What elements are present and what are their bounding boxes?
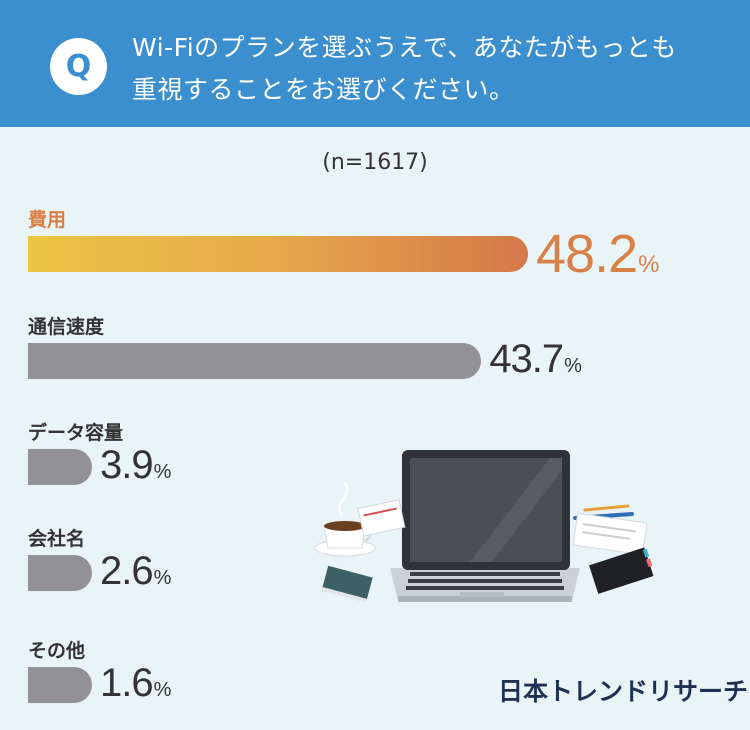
percent-sign: % <box>153 567 172 589</box>
steam <box>337 481 349 517</box>
value-label: 3.9% <box>100 443 171 488</box>
value-number: 1.6 <box>100 661 154 705</box>
bar <box>28 555 92 591</box>
value-label: 2.6% <box>100 549 171 594</box>
bar <box>28 236 528 272</box>
category-label: 費用 <box>28 209 67 231</box>
question-line-1: Wi-Fiのプランを選ぶうえで、あなたがもっとも <box>132 33 677 62</box>
laptop-desk-illustration <box>314 450 654 603</box>
small-book <box>321 565 373 603</box>
laptop-base-edge <box>398 596 572 602</box>
bar <box>28 667 92 703</box>
bar <box>28 343 482 379</box>
coffee <box>324 521 366 531</box>
category-label: その他 <box>28 640 86 662</box>
q-badge: Q <box>50 38 107 95</box>
value-number: 43.7 <box>489 337 564 381</box>
keyboard <box>406 572 564 590</box>
screen-glare <box>470 458 562 562</box>
percent-sign: % <box>564 355 582 377</box>
category-label: 会社名 <box>28 528 86 550</box>
question-line-2: 重視することをお選びください。 <box>132 75 515 104</box>
category-label: データ容量 <box>28 422 124 444</box>
value-label: 48.2% <box>536 223 659 285</box>
notepad-left <box>357 499 406 537</box>
bar <box>28 449 92 485</box>
pencil <box>583 504 630 512</box>
value-number: 2.6 <box>100 549 154 593</box>
sample-size: (n=1617) <box>322 150 428 175</box>
brand-logo: 日本トレンドリサーチ <box>498 677 749 706</box>
question-header: Q Wi-Fiのプランを選ぶうえで、あなたがもっとも 重視することをお選びくださ… <box>0 0 750 127</box>
question-text: Wi-Fiのプランを選ぶうえで、あなたがもっとも 重視することをお選びください。 <box>132 27 732 111</box>
category-label: 通信速度 <box>28 316 105 338</box>
percent-sign: % <box>153 461 172 483</box>
value-number: 3.9 <box>100 443 154 487</box>
notebook-right <box>589 547 654 594</box>
percent-sign: % <box>638 251 660 278</box>
percent-sign: % <box>153 679 172 701</box>
paper-right <box>572 512 648 556</box>
value-label: 43.7% <box>489 337 582 382</box>
value-number: 48.2 <box>536 224 638 284</box>
trackpad <box>460 592 504 597</box>
value-label: 1.6% <box>100 661 171 706</box>
